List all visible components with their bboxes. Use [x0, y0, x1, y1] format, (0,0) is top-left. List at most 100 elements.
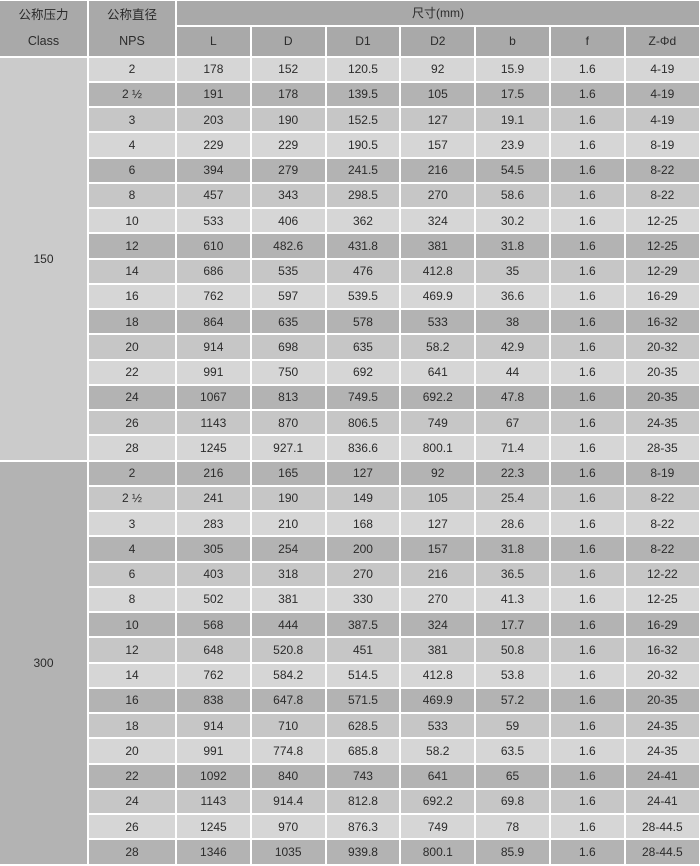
cell-d: 381 — [249, 585, 327, 614]
table-row: 16 762 597 539.5 469.9 36.6 1.6 16-29 — [0, 282, 700, 311]
table-row: 24 1143 914.4 812.8 692.2 69.8 1.6 24-41 — [0, 787, 700, 816]
cell-d1: 127 — [324, 459, 402, 487]
cell-f: 1.6 — [548, 560, 626, 588]
cell-d: 152 — [249, 55, 327, 83]
cell-b: 65 — [474, 762, 551, 790]
cell-d2: 127 — [399, 509, 477, 538]
cell-d1: 806.5 — [324, 408, 402, 437]
cell-l: 203 — [175, 105, 252, 134]
table-row: 3 283 210 168 127 28.6 1.6 8-22 — [0, 509, 700, 538]
cell-zd: 12-25 — [623, 232, 700, 260]
cell-zd: 24-35 — [623, 711, 700, 740]
cell-l: 283 — [175, 509, 252, 538]
cell-d1: 876.3 — [324, 812, 402, 841]
cell-d1: 190.5 — [324, 131, 402, 159]
cell-d2: 412.8 — [399, 661, 477, 689]
cell-f: 1.6 — [548, 762, 626, 790]
cell-f: 1.6 — [548, 282, 626, 311]
cell-f: 1.6 — [548, 55, 626, 83]
cell-l: 1067 — [175, 383, 252, 412]
cell-f: 1.6 — [548, 333, 626, 361]
cell-nps: 10 — [88, 206, 177, 235]
cell-b: 36.6 — [474, 282, 551, 311]
column-header-d1: D1 — [324, 24, 402, 58]
cell-d1: 571.5 — [324, 686, 402, 715]
cell-zd: 20-35 — [623, 686, 700, 715]
cell-zd: 16-32 — [623, 636, 700, 664]
header-pressure-en: Class — [27, 34, 60, 49]
cell-d1: 387.5 — [324, 610, 402, 639]
cell-f: 1.6 — [548, 711, 626, 740]
header-diameter-nps: 公称直径 NPS — [87, 0, 177, 58]
cell-b: 57.2 — [474, 686, 551, 715]
cell-zd: 4-19 — [623, 80, 700, 109]
cell-nps: 22 — [88, 358, 177, 386]
class-label-150: 150 — [0, 55, 89, 462]
cell-d: 535 — [249, 257, 327, 285]
cell-d1: 812.8 — [324, 787, 402, 816]
cell-nps: 6 — [88, 156, 177, 184]
cell-nps: 18 — [88, 711, 177, 740]
cell-b: 17.5 — [474, 80, 551, 109]
cell-zd: 20-35 — [623, 383, 700, 412]
table-row: 300 2 216 165 127 92 22.3 1.6 8-19 — [0, 459, 700, 866]
cell-l: 762 — [175, 282, 252, 311]
cell-b: 78 — [474, 812, 551, 841]
table-row: 18 914 710 628.5 533 59 1.6 24-35 — [0, 711, 700, 740]
cell-l: 762 — [175, 661, 252, 689]
cell-d1: 476 — [324, 257, 402, 285]
cell-d: 279 — [249, 156, 327, 184]
cell-d: 190 — [249, 105, 327, 134]
cell-b: 17.7 — [474, 610, 551, 639]
table-row: 4 229 229 190.5 157 23.9 1.6 8-19 — [0, 131, 700, 159]
table-row: 8 457 343 298.5 270 58.6 1.6 8-22 — [0, 181, 700, 210]
table-body: 150 2 178 152 120.5 92 15.9 1.6 4-19 2 ½ 191 178 139… — [0, 55, 700, 866]
header-pressure-class: 公称压力 Class — [0, 0, 89, 58]
cell-nps: 26 — [88, 408, 177, 437]
cell-d2: 157 — [399, 535, 477, 563]
cell-d1: 539.5 — [324, 282, 402, 311]
cell-l: 991 — [175, 358, 252, 386]
table-row: 2 ½ 191 178 139.5 105 17.5 1.6 4-19 — [0, 80, 700, 109]
class-label-300: 300 — [0, 459, 89, 866]
cell-d1: 362 — [324, 206, 402, 235]
cell-d2: 324 — [399, 206, 477, 235]
cell-f: 1.6 — [548, 257, 626, 285]
table-row: 26 1245 970 876.3 749 78 1.6 28-44.5 — [0, 812, 700, 841]
cell-d1: 743 — [324, 762, 402, 790]
cell-d: 750 — [249, 358, 327, 386]
cell-d: 1035 — [249, 838, 327, 866]
cell-zd: 8-19 — [623, 459, 700, 487]
header-row-top: 公称压力 Class 公称直径 NPS 尺寸(mm) — [0, 0, 700, 58]
cell-b: 35 — [474, 257, 551, 285]
cell-zd: 12-29 — [623, 257, 700, 285]
table-row: 14 686 535 476 412.8 35 1.6 12-29 — [0, 257, 700, 285]
cell-nps: 4 — [88, 535, 177, 563]
cell-d2: 127 — [399, 105, 477, 134]
cell-l: 686 — [175, 257, 252, 285]
cell-zd: 24-35 — [623, 408, 700, 437]
cell-zd: 12-25 — [623, 206, 700, 235]
cell-f: 1.6 — [548, 636, 626, 664]
cell-d: 482.6 — [249, 232, 327, 260]
cell-d2: 58.2 — [399, 333, 477, 361]
cell-d: 970 — [249, 812, 327, 841]
cell-l: 229 — [175, 131, 252, 159]
cell-zd: 16-29 — [623, 282, 700, 311]
table-row: 28 1346 1035 939.8 800.1 85.9 1.6 28-44.5 — [0, 838, 700, 866]
cell-l: 305 — [175, 535, 252, 563]
cell-f: 1.6 — [548, 484, 626, 513]
cell-d2: 58.2 — [399, 737, 477, 765]
cell-d: 647.8 — [249, 686, 327, 715]
cell-l: 568 — [175, 610, 252, 639]
cell-f: 1.6 — [548, 383, 626, 412]
cell-d1: 139.5 — [324, 80, 402, 109]
cell-nps: 3 — [88, 509, 177, 538]
cell-d1: 149 — [324, 484, 402, 513]
cell-zd: 8-22 — [623, 484, 700, 513]
cell-b: 36.5 — [474, 560, 551, 588]
cell-b: 19.1 — [474, 105, 551, 134]
table-row: 28 1245 927.1 836.6 800.1 71.4 1.6 28-35 — [0, 434, 700, 462]
cell-b: 85.9 — [474, 838, 551, 866]
